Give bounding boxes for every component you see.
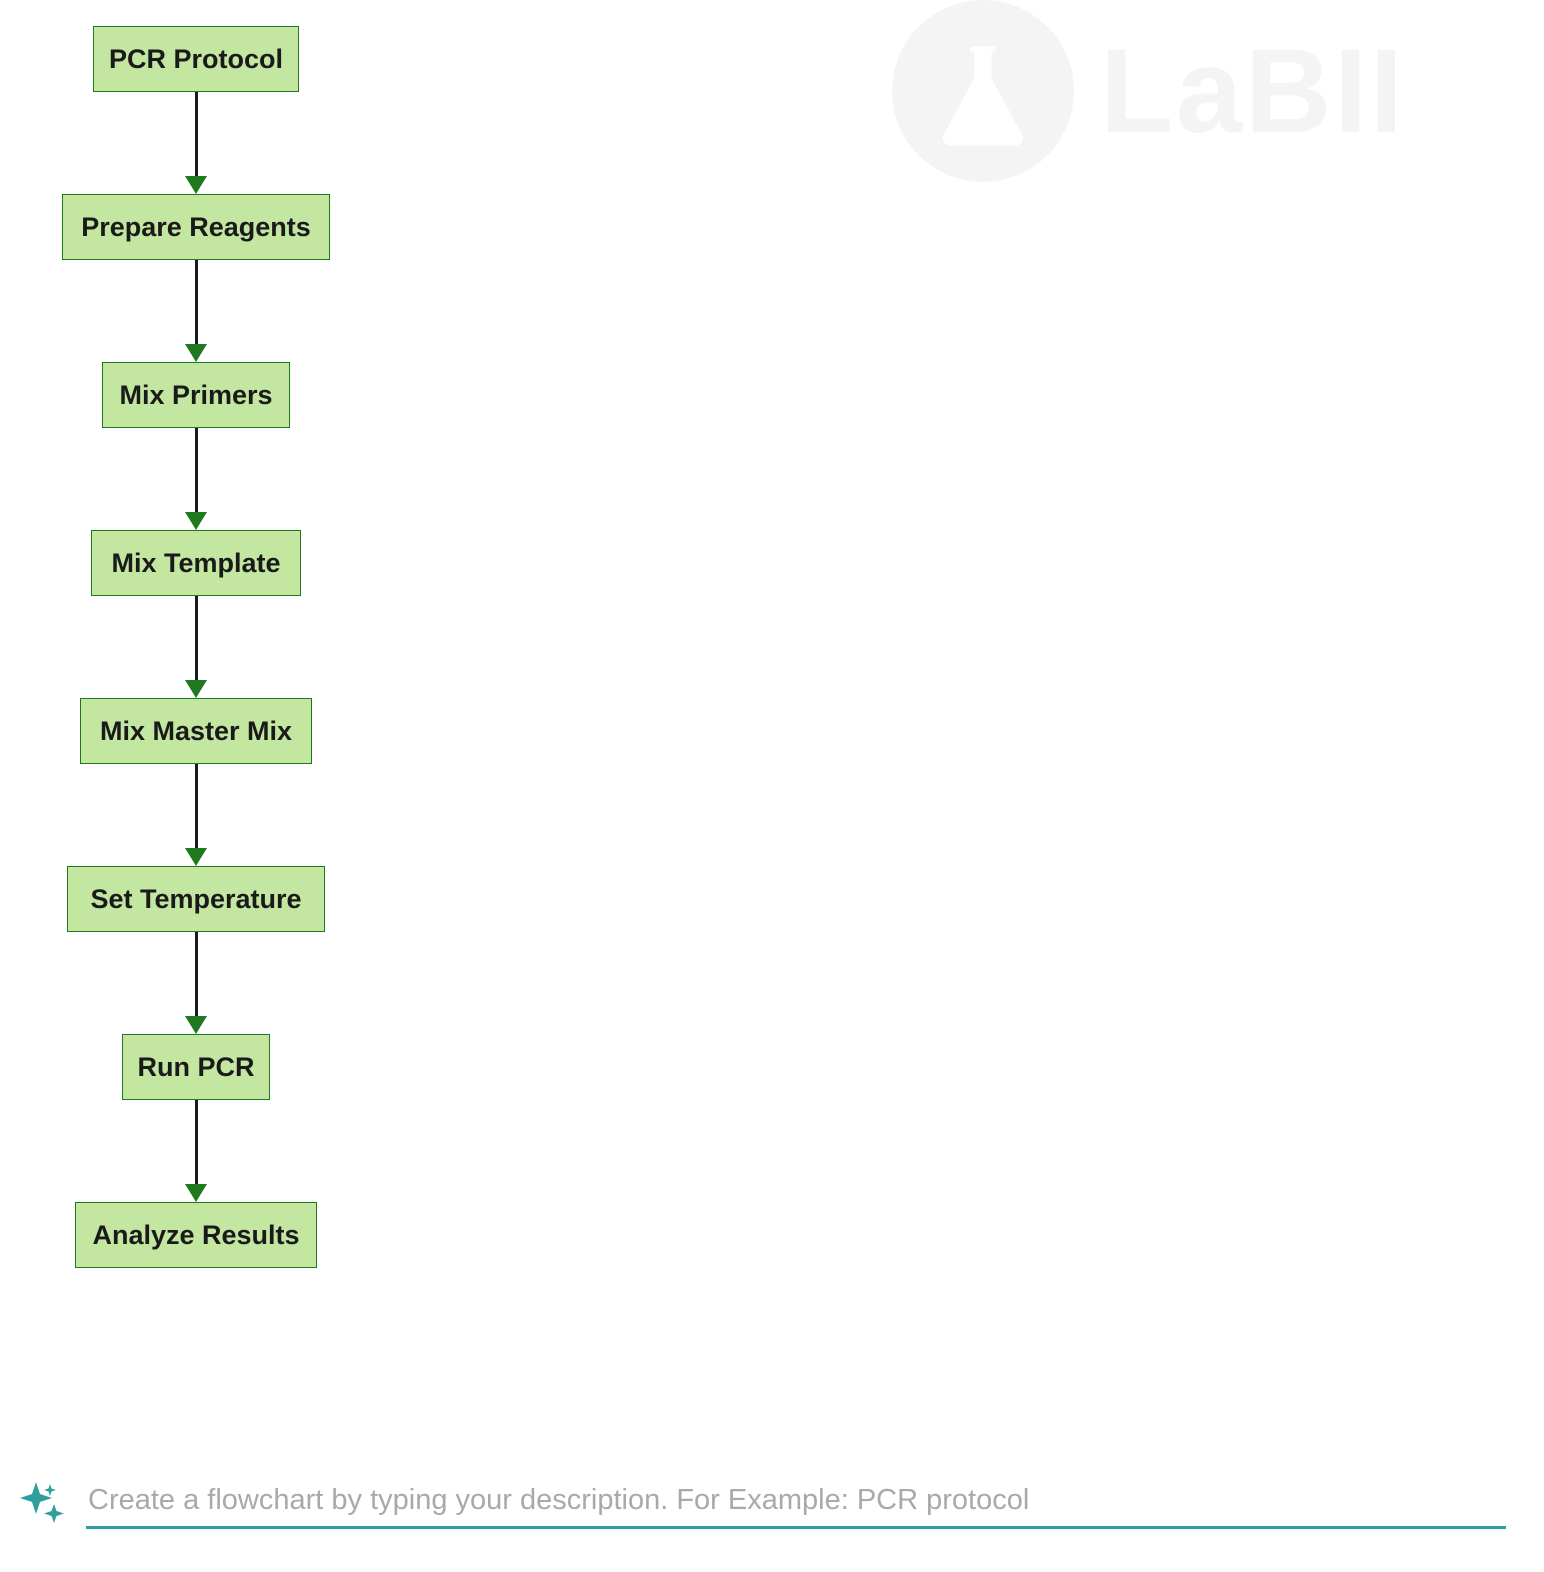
- flowchart-edge: [195, 764, 198, 848]
- flowchart-node[interactable]: Mix Template: [91, 530, 301, 596]
- flowchart-node[interactable]: Mix Primers: [102, 362, 290, 428]
- flowchart-node-label: Mix Template: [111, 548, 280, 579]
- flowchart-edge: [195, 596, 198, 680]
- flowchart-node[interactable]: Set Temperature: [67, 866, 325, 932]
- brand-logo-circle: [892, 0, 1074, 182]
- brand-logo-text: LaBII: [1100, 22, 1405, 160]
- flowchart-arrowhead-icon: [185, 1184, 207, 1202]
- flowchart-node[interactable]: PCR Protocol: [93, 26, 299, 92]
- brand-logo: LaBII: [892, 0, 1405, 182]
- prompt-underline: [86, 1526, 1506, 1529]
- flowchart-node-label: Mix Master Mix: [100, 716, 292, 747]
- flowchart-arrowhead-icon: [185, 344, 207, 362]
- flowchart-edge: [195, 428, 198, 512]
- flowchart-arrowhead-icon: [185, 848, 207, 866]
- flowchart-node[interactable]: Run PCR: [122, 1034, 270, 1100]
- sparkle-icon: [18, 1480, 66, 1528]
- flowchart-node-label: Prepare Reagents: [81, 212, 311, 243]
- flowchart-edge: [195, 932, 198, 1016]
- flowchart-node[interactable]: Mix Master Mix: [80, 698, 312, 764]
- flowchart-node[interactable]: Analyze Results: [75, 1202, 317, 1268]
- flowchart-arrowhead-icon: [185, 1016, 207, 1034]
- flowchart-arrowhead-icon: [185, 512, 207, 530]
- flowchart-edge: [195, 92, 198, 176]
- flowchart-node-label: Set Temperature: [90, 884, 301, 915]
- flowchart-arrowhead-icon: [185, 680, 207, 698]
- flowchart-node-label: Mix Primers: [119, 380, 272, 411]
- prompt-input[interactable]: [86, 1478, 1510, 1529]
- prompt-bar: [18, 1478, 1506, 1529]
- flowchart-node-label: PCR Protocol: [109, 44, 283, 75]
- flask-icon: [921, 29, 1045, 153]
- flowchart-arrowhead-icon: [185, 176, 207, 194]
- flowchart-edge: [195, 260, 198, 344]
- flowchart-node[interactable]: Prepare Reagents: [62, 194, 330, 260]
- flowchart-node-label: Analyze Results: [92, 1220, 299, 1251]
- flowchart-edge: [195, 1100, 198, 1184]
- canvas: LaBII PCR Protocol Prepare Reagents Mix Pr…: [0, 0, 1544, 1572]
- flowchart-node-label: Run PCR: [138, 1052, 255, 1083]
- prompt-input-wrap: [86, 1478, 1506, 1529]
